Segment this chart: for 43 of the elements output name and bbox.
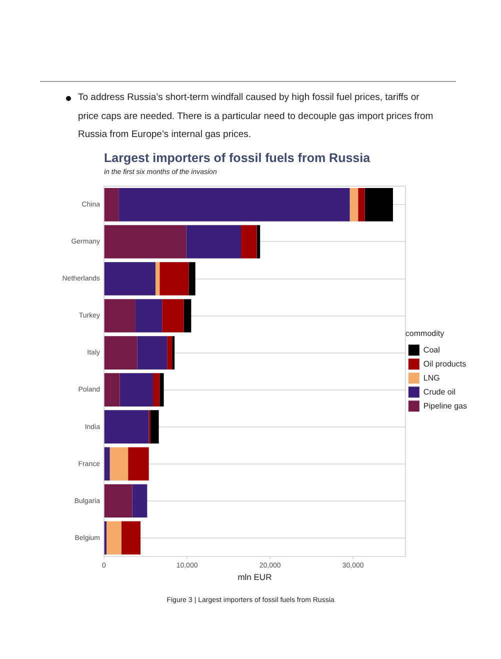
bar (104, 225, 186, 258)
bar (136, 299, 162, 332)
bar (241, 225, 257, 258)
bar (364, 188, 393, 222)
bar (160, 262, 189, 296)
bar (137, 336, 168, 370)
bar (188, 262, 196, 296)
legend-label: Crude oil (423, 387, 456, 396)
bar (162, 299, 184, 332)
bar (121, 521, 141, 555)
bar (160, 373, 164, 406)
bar (120, 373, 153, 406)
bar (172, 336, 175, 370)
legend-label: LNG (423, 373, 440, 382)
text: To address Russia’s short-term windfall caused by high fossil fuel prices, tariffs or price caps are needed. There is a particular need to decouple gas import prices from Russia from Europe’s internal gas prices. (78, 91, 434, 142)
bar (186, 225, 242, 258)
bar (128, 447, 149, 481)
legend-label: Pipeline gas (423, 401, 468, 410)
bar (104, 410, 149, 444)
legend-label: Oil products (423, 359, 466, 368)
bar (104, 484, 132, 518)
bar (104, 299, 136, 332)
bar (167, 336, 172, 370)
bar (104, 447, 110, 481)
bar (152, 373, 160, 406)
bar (104, 188, 119, 222)
bar (118, 188, 350, 222)
bar (110, 447, 128, 481)
bar (132, 484, 148, 518)
chart-title: Largest importers of fossil fuels from Russia (104, 151, 370, 165)
bar (104, 373, 120, 406)
bar (184, 299, 192, 332)
bar (358, 188, 365, 222)
legend-title: commodity (405, 329, 444, 338)
bar (150, 410, 159, 444)
x-axis-title: mln EUR (238, 572, 272, 582)
bar (256, 225, 260, 258)
bar (104, 336, 138, 370)
bar (155, 262, 160, 296)
bar (104, 262, 156, 296)
bar (350, 188, 358, 222)
bar (106, 521, 122, 555)
legend-label: Coal (423, 345, 440, 354)
